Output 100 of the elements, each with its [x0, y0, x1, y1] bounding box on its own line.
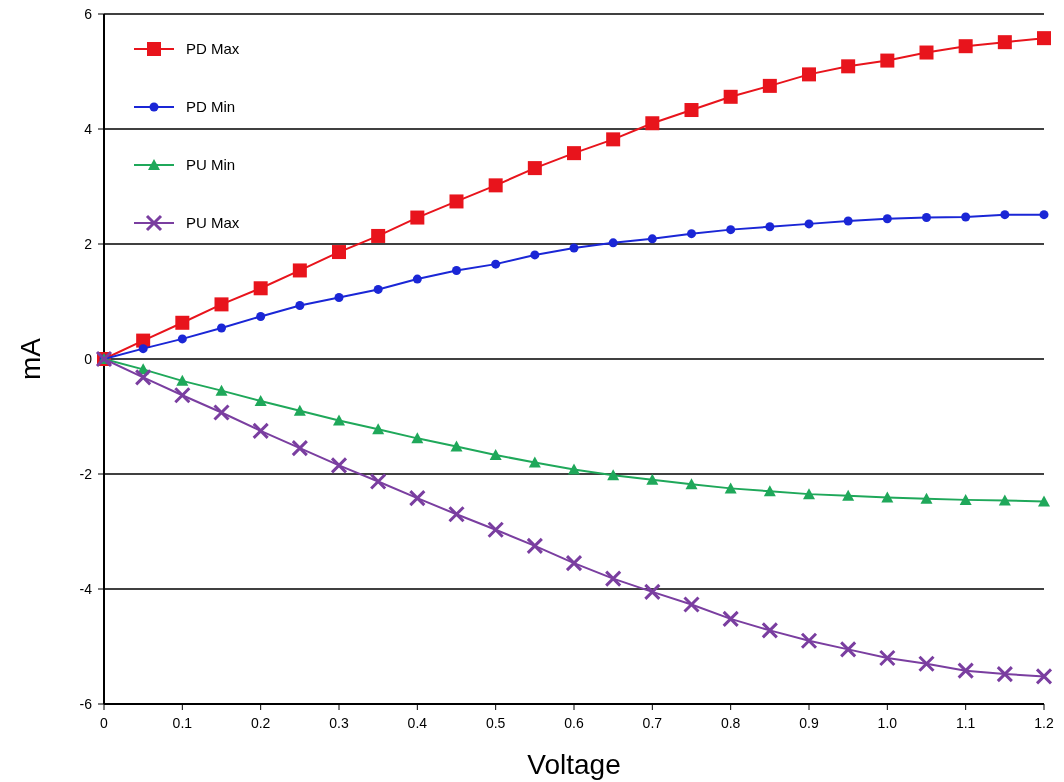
- y-tick-label: 0: [84, 350, 93, 367]
- point: [530, 250, 540, 260]
- point: [372, 423, 385, 435]
- point: [607, 469, 620, 481]
- point: [254, 394, 267, 406]
- point: [568, 463, 580, 475]
- point: [173, 386, 191, 404]
- point: [412, 274, 422, 284]
- point: [408, 489, 426, 507]
- point: [839, 640, 857, 658]
- point: [213, 403, 230, 421]
- point: [371, 228, 386, 243]
- point: [1038, 495, 1050, 507]
- point: [488, 178, 503, 193]
- point: [565, 554, 583, 572]
- x-tick-label: 0.4: [407, 715, 428, 731]
- y-tick-label: -6: [79, 695, 93, 712]
- point: [217, 323, 226, 333]
- point: [491, 259, 501, 269]
- y-tick-label: 4: [84, 120, 93, 137]
- point: [762, 78, 777, 93]
- point: [175, 315, 190, 330]
- point: [1035, 667, 1053, 685]
- point: [608, 238, 618, 248]
- point: [256, 311, 266, 321]
- point: [646, 473, 659, 485]
- x-tick-label: 0.1: [172, 715, 193, 731]
- point: [882, 214, 892, 224]
- point: [567, 146, 581, 161]
- point: [726, 225, 736, 235]
- point: [449, 194, 464, 209]
- point: [330, 456, 348, 474]
- point: [1039, 210, 1049, 220]
- point: [998, 494, 1011, 506]
- point: [487, 521, 505, 539]
- point: [803, 488, 815, 500]
- x-tick-label: 1.2: [1034, 715, 1054, 731]
- point: [958, 39, 973, 54]
- point: [643, 583, 661, 601]
- point: [841, 59, 856, 74]
- point: [920, 492, 933, 504]
- y-tick-label: 6: [84, 5, 93, 22]
- x-axis-title: Voltage: [527, 749, 621, 780]
- legend-label: PU Max: [186, 214, 240, 232]
- point: [919, 45, 934, 60]
- point: [452, 265, 461, 275]
- point: [918, 655, 935, 673]
- point: [569, 243, 579, 253]
- x-tick-label: 1.0: [877, 715, 898, 731]
- point: [291, 439, 309, 457]
- point: [1000, 210, 1010, 220]
- point: [253, 281, 268, 296]
- x-tick-label: 0.8: [720, 715, 741, 731]
- point: [997, 35, 1012, 50]
- point: [295, 301, 305, 311]
- x-tick-label: 0.2: [250, 715, 271, 731]
- point: [878, 649, 896, 667]
- point: [763, 485, 776, 497]
- point: [647, 234, 657, 244]
- point: [214, 297, 229, 312]
- point: [1037, 31, 1051, 46]
- point: [957, 662, 975, 680]
- x-tick-label: 0.9: [799, 715, 819, 731]
- point: [684, 103, 699, 118]
- point: [527, 161, 542, 176]
- point: [410, 210, 425, 225]
- x-tick-label: 1.1: [955, 715, 976, 731]
- y-tick-label: 2: [84, 235, 93, 252]
- y-tick-label: -4: [79, 580, 93, 597]
- x-tick-label: 0: [100, 715, 109, 731]
- x-tick-label: 0.7: [642, 715, 663, 731]
- point: [722, 610, 740, 628]
- point: [683, 596, 700, 614]
- point: [134, 368, 152, 386]
- y-tick-label: -2: [79, 465, 93, 482]
- point: [526, 537, 544, 555]
- x-tick-label: 0.3: [329, 715, 349, 731]
- point: [293, 404, 306, 416]
- point: [292, 263, 307, 278]
- point: [880, 53, 895, 68]
- point: [996, 665, 1014, 683]
- point: [606, 132, 621, 147]
- x-tick-label: 0.6: [564, 715, 584, 731]
- point: [922, 213, 931, 223]
- point: [723, 89, 738, 104]
- point: [411, 432, 424, 444]
- point: [802, 67, 816, 82]
- point: [215, 384, 228, 396]
- point: [489, 449, 502, 461]
- point: [373, 284, 383, 294]
- point: [604, 570, 622, 588]
- x-tick-label: 0.5: [485, 715, 506, 731]
- point: [761, 621, 779, 639]
- point: [369, 472, 387, 490]
- point: [528, 456, 541, 468]
- point: [450, 440, 463, 452]
- point: [138, 344, 148, 354]
- point: [842, 489, 855, 501]
- point: [687, 229, 696, 239]
- point: [800, 632, 818, 650]
